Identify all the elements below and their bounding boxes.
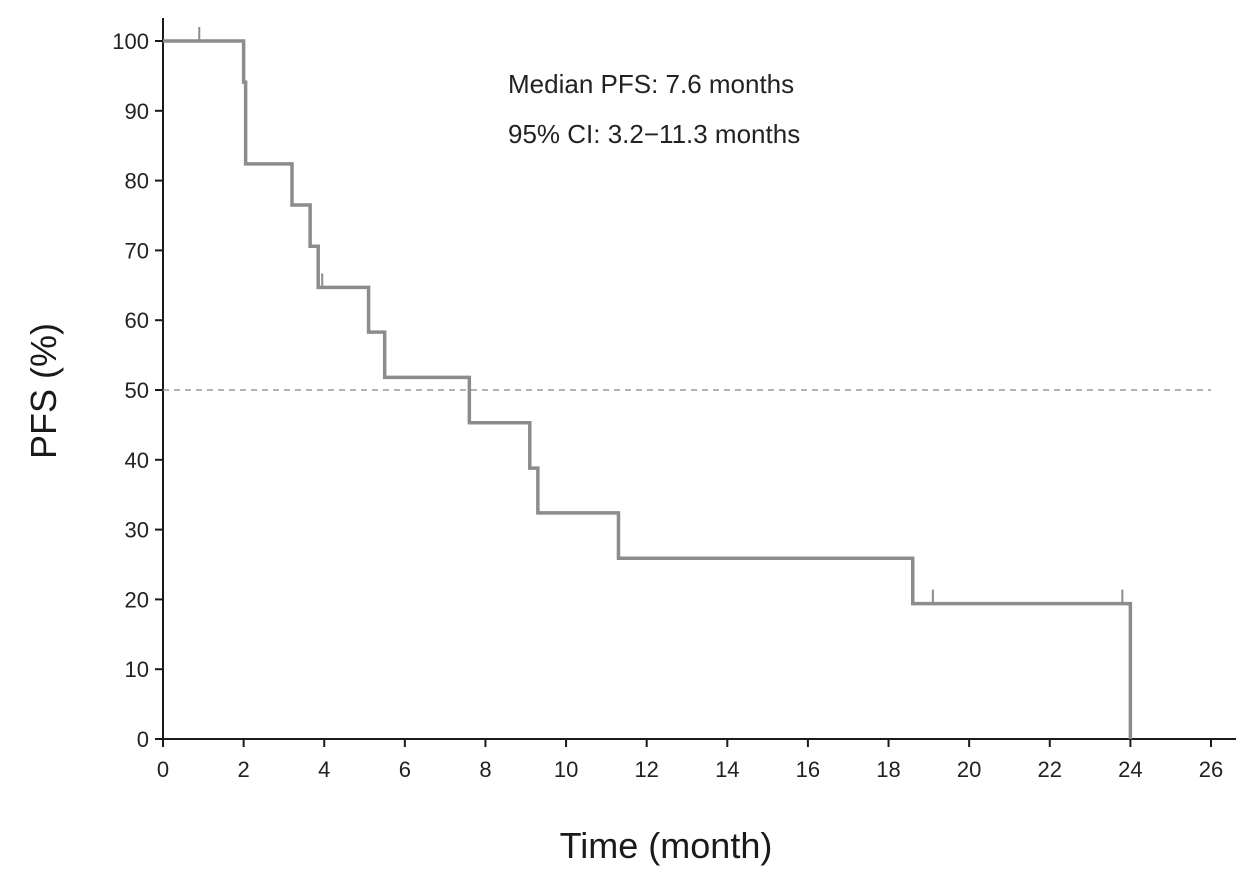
x-tick-label: 26 [1199, 757, 1223, 782]
x-tick-label: 14 [715, 757, 739, 782]
y-axis-title: PFS (%) [23, 323, 64, 459]
annotation-ci: 95% CI: 3.2−11.3 months [508, 119, 800, 149]
x-tick-label: 10 [554, 757, 578, 782]
y-tick-label: 90 [125, 99, 149, 124]
x-tick-label: 8 [479, 757, 491, 782]
y-tick-label: 10 [125, 657, 149, 682]
y-tick-label: 30 [125, 518, 149, 543]
x-tick-label: 16 [796, 757, 820, 782]
y-tick-label: 0 [137, 727, 149, 752]
x-tick-label: 0 [157, 757, 169, 782]
x-tick-label: 22 [1038, 757, 1062, 782]
y-ticks: 0 10 20 30 40 50 60 70 80 90 100 [112, 29, 163, 752]
annotation-median: Median PFS: 7.6 months [508, 69, 794, 99]
x-tick-label: 12 [634, 757, 658, 782]
y-tick-label: 20 [125, 587, 149, 612]
x-tick-label: 2 [237, 757, 249, 782]
x-tick-label: 24 [1118, 757, 1142, 782]
y-tick-label: 40 [125, 448, 149, 473]
y-tick-label: 100 [112, 29, 149, 54]
km-survival-curve [163, 39, 1133, 739]
axes [162, 18, 1236, 740]
series-group [163, 27, 1133, 739]
x-tick-label: 4 [318, 757, 330, 782]
x-axis-title: Time (month) [560, 825, 773, 866]
x-tick-label: 6 [399, 757, 411, 782]
x-tick-label: 18 [876, 757, 900, 782]
y-tick-label: 50 [125, 378, 149, 403]
y-tick-label: 60 [125, 308, 149, 333]
y-tick-label: 80 [125, 169, 149, 194]
x-ticks: 0 2 4 6 8 10 12 14 16 18 20 22 24 26 [157, 739, 1223, 782]
y-tick-label: 70 [125, 238, 149, 263]
x-tick-label: 20 [957, 757, 981, 782]
